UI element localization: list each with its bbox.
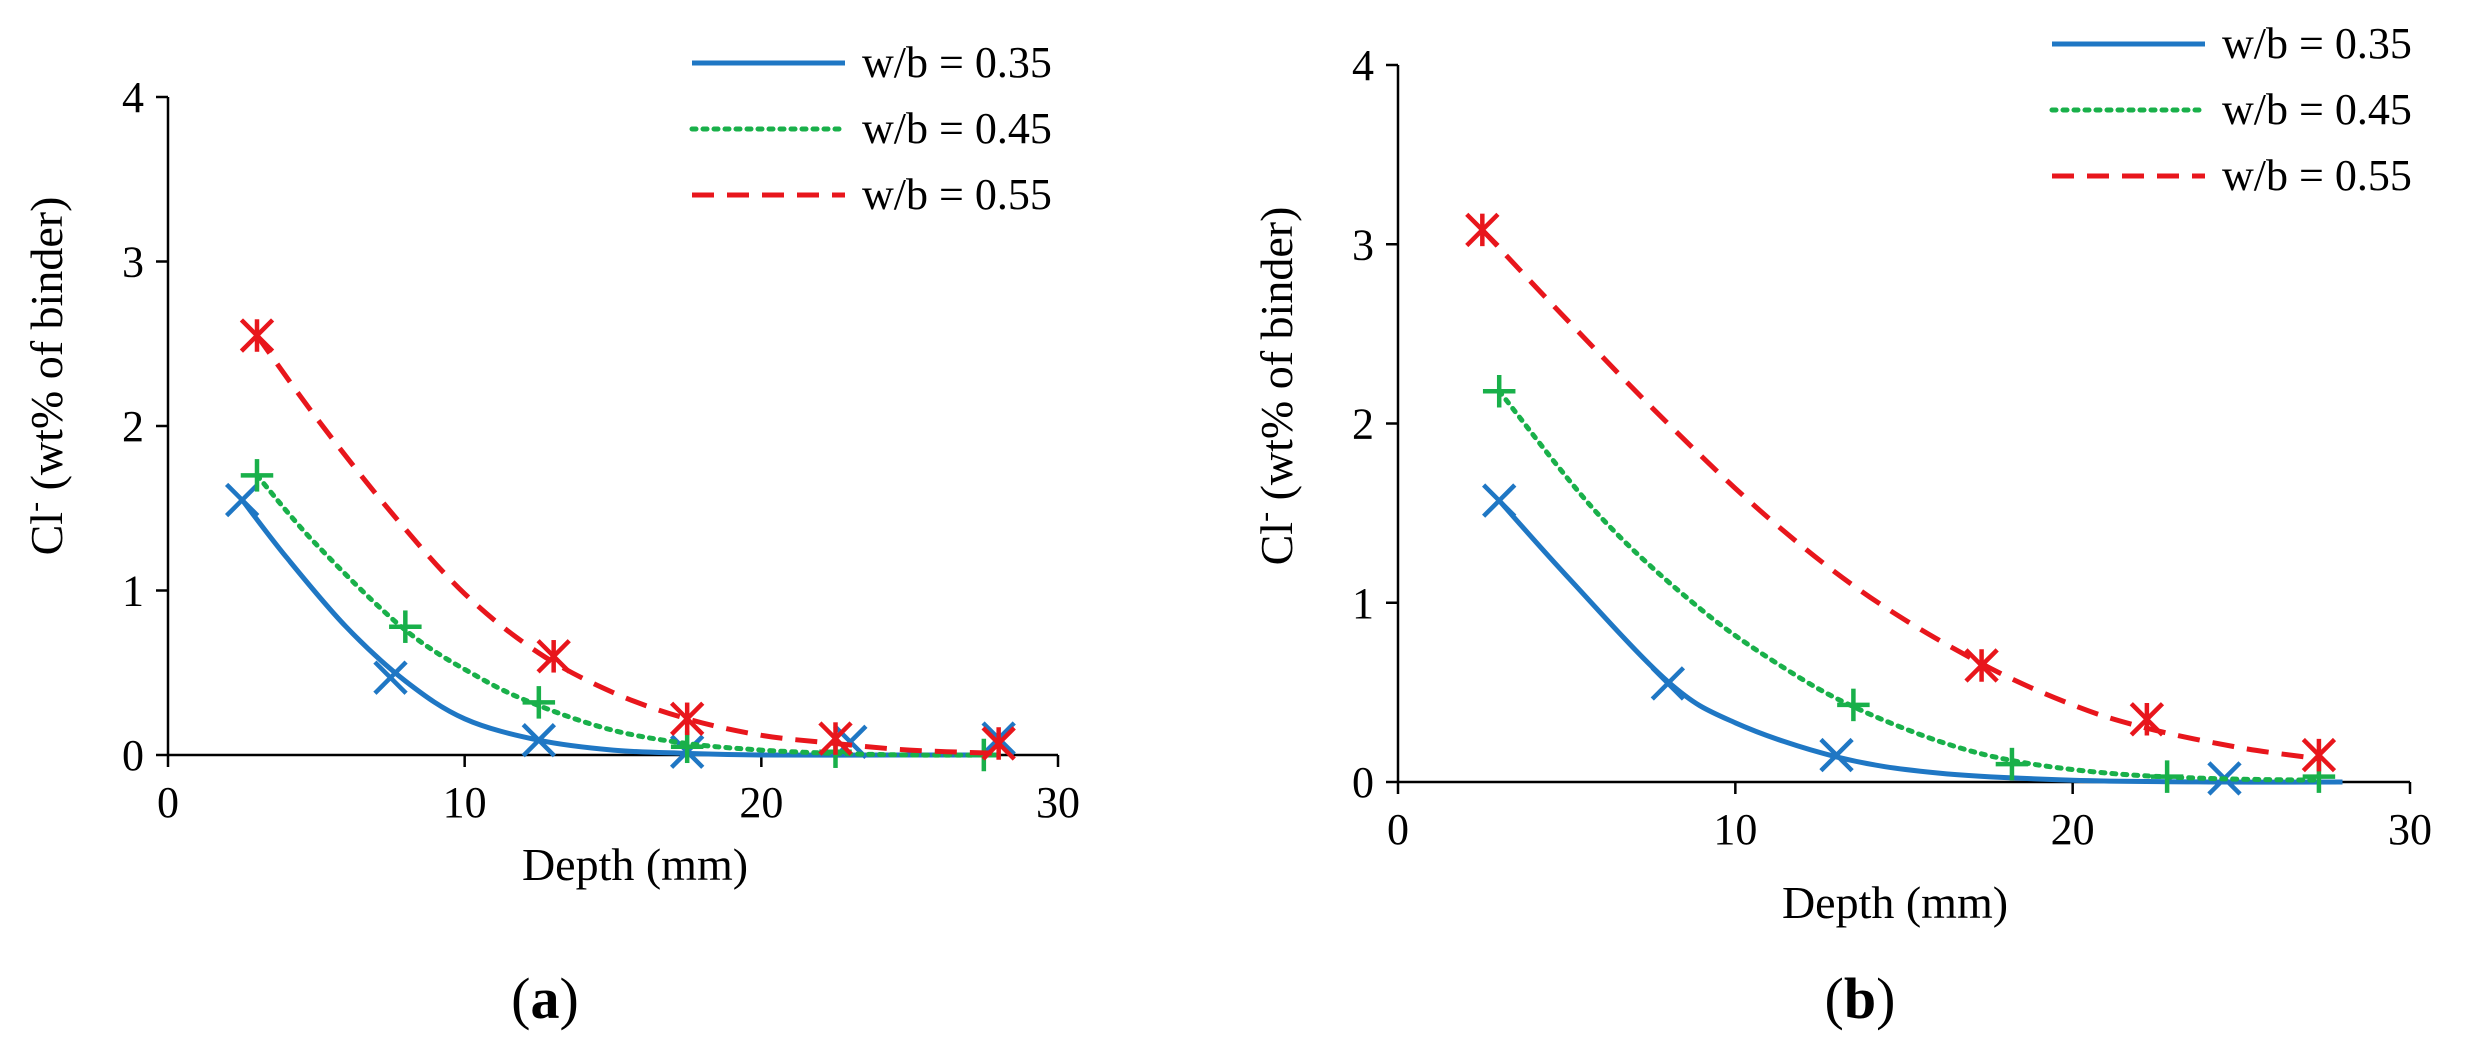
- series-1-marker: [1837, 688, 1870, 722]
- svg-text:Cl- (wt% of binder): Cl- (wt% of binder): [18, 197, 72, 556]
- series-line-1: [254, 472, 1002, 758]
- panel-label-letter: b: [1844, 966, 1876, 1031]
- series-2-marker: [981, 726, 1016, 761]
- series-0-marker: [1819, 737, 1854, 773]
- series-0-marker: [521, 723, 557, 758]
- x-tick-label: 0: [157, 778, 179, 827]
- y-axis-title-sup: -: [1248, 512, 1281, 522]
- y-tick-label: 1: [122, 567, 144, 616]
- series-0-marker: [1482, 483, 1517, 518]
- legend-label-1: w/b = 0.45: [862, 104, 1052, 153]
- series-1-marker: [670, 730, 704, 764]
- series-1-marker: [522, 686, 556, 719]
- y-axis-title-rest: (wt% of binder): [1251, 207, 1302, 512]
- y-axis-title-sup: -: [18, 502, 51, 512]
- series-2-marker: [818, 721, 853, 756]
- series-2-marker: [669, 701, 705, 736]
- panel-label: (b): [1825, 966, 1896, 1031]
- legend-label-0: w/b = 0.35: [2222, 19, 2412, 68]
- series-line-1: [1496, 388, 2322, 783]
- series-line-2: [254, 334, 999, 756]
- x-axis-title: Depth (mm): [522, 839, 748, 890]
- series-2-marker: [2129, 702, 2165, 737]
- series-0-marker: [224, 482, 260, 518]
- y-axis-title-main: Cl: [21, 512, 72, 555]
- x-tick-label: 30: [2388, 805, 2432, 854]
- chart-panel-a: Cl- (wt% of binder) Depth (mm) (a) 0 1 2 3 4…: [18, 38, 1080, 1031]
- series-2-marker: [1964, 648, 1999, 683]
- panel-label-open: (: [511, 966, 530, 1031]
- series-line-0: [240, 498, 999, 758]
- panel-label-letter: a: [531, 966, 560, 1031]
- x-tick-label: 0: [1387, 805, 1409, 854]
- series-1-marker: [240, 459, 274, 492]
- y-tick-label: 2: [1352, 400, 1374, 449]
- y-axis-title-main: Cl: [1251, 522, 1302, 565]
- series-2-marker: [239, 318, 275, 353]
- x-tick-label: 20: [739, 778, 783, 827]
- y-tick-label: 0: [122, 731, 144, 780]
- y-tick-label: 0: [1352, 758, 1374, 807]
- series-2-marker: [2301, 737, 2337, 773]
- x-tick-label: 30: [1036, 778, 1080, 827]
- legend-label-0: w/b = 0.35: [862, 38, 1052, 87]
- series-1-marker: [2150, 760, 2184, 793]
- x-tick-label: 10: [443, 778, 487, 827]
- x-tick-label: 20: [2051, 805, 2095, 854]
- chart-panel-b: Cl- (wt% of binder) Depth (mm) (b) 0 1 2 3 4…: [1248, 19, 2432, 1031]
- series-1-marker: [389, 610, 422, 643]
- y-axis-title: Cl- (wt% of binder): [18, 197, 72, 556]
- y-tick-label: 2: [122, 402, 144, 451]
- series-2-marker: [1465, 212, 1500, 248]
- legend-label-1: w/b = 0.45: [2222, 85, 2412, 134]
- panel-label-close: ): [1876, 966, 1895, 1031]
- y-tick-label: 3: [1352, 220, 1374, 269]
- series-1-marker: [1482, 374, 1516, 408]
- panel-label-close: ): [560, 966, 579, 1031]
- legend-label-2: w/b = 0.55: [2222, 151, 2412, 200]
- panel-label-open: (: [1825, 966, 1844, 1031]
- x-tick-label: 10: [1713, 805, 1757, 854]
- y-tick-label: 4: [1352, 41, 1374, 90]
- y-axis-title-rest: (wt% of binder): [21, 197, 72, 502]
- y-tick-label: 3: [122, 238, 144, 287]
- series-0-marker: [373, 660, 408, 695]
- panel-label: (a): [511, 966, 579, 1031]
- x-axis-title: Depth (mm): [1782, 877, 2008, 928]
- series-0-marker: [1650, 666, 1686, 701]
- y-axis-title: Cl- (wt% of binder): [1248, 207, 1302, 566]
- series-2-marker: [536, 639, 571, 674]
- series-line-2: [1480, 228, 2320, 762]
- y-tick-label: 1: [1352, 579, 1374, 628]
- y-tick-label: 4: [122, 73, 144, 122]
- svg-text:Cl- (wt% of binder): Cl- (wt% of binder): [1248, 207, 1302, 566]
- legend-label-2: w/b = 0.55: [862, 170, 1052, 219]
- series-1-marker: [1995, 747, 2029, 781]
